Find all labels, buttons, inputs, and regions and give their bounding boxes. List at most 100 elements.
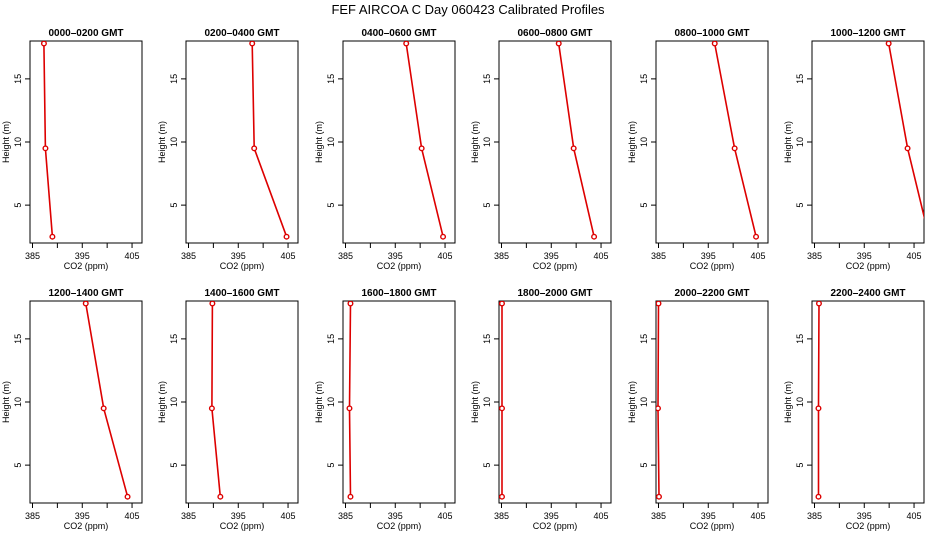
data-point (656, 493, 662, 500)
x-tick-label: 405 (125, 511, 140, 521)
panel-title: 0600–0800 GMT (517, 28, 592, 39)
y-tick-label: 15 (326, 334, 336, 344)
x-tick-label: 405 (907, 251, 922, 261)
series-group (82, 301, 131, 500)
y-tick-label: 5 (795, 463, 805, 468)
data-point (815, 301, 822, 307)
panel-title: 1800–2000 GMT (517, 288, 592, 299)
data-point (209, 301, 216, 307)
series-group (711, 41, 760, 240)
x-tick-label: 405 (438, 251, 453, 261)
y-axis-label: Height (m) (783, 121, 793, 163)
profile-panel: 0800–1000 GMT 385 395 405 CO2 (ppm) 5 10 15 Heig… (627, 28, 769, 271)
x-tick-label: 385 (181, 251, 196, 261)
data-point (347, 301, 354, 307)
panel-title: 1000–1200 GMT (830, 28, 905, 39)
panel-title: 1400–1600 GMT (204, 288, 279, 299)
x-tick-label: 395 (857, 251, 872, 261)
x-axis-label: CO2 (ppm) (220, 261, 265, 271)
data-point (208, 405, 215, 412)
data-point (100, 405, 107, 412)
x-tick-label: 385 (494, 251, 509, 261)
y-tick-label: 5 (13, 463, 23, 468)
y-tick-label: 5 (482, 203, 492, 208)
data-point (82, 301, 89, 307)
x-tick-label: 385 (338, 251, 353, 261)
y-tick-label: 15 (169, 74, 179, 84)
data-point (731, 145, 738, 152)
profile-panel: 0000–0200 GMT 385 395 405 CO2 (ppm) 5 10 15 Heig… (1, 28, 143, 271)
data-point (499, 493, 505, 500)
x-axis-label: CO2 (ppm) (690, 261, 735, 271)
x-tick-label: 395 (75, 511, 90, 521)
y-tick-label: 10 (169, 137, 179, 147)
y-tick-label: 5 (13, 203, 23, 208)
y-tick-label: 5 (795, 203, 805, 208)
data-point (570, 145, 577, 152)
x-axis-label: CO2 (ppm) (377, 261, 422, 271)
x-tick-label: 395 (231, 511, 246, 521)
data-point (251, 145, 258, 152)
data-point (42, 145, 49, 152)
data-point (499, 405, 505, 412)
x-tick-label: 395 (544, 251, 559, 261)
series-group (555, 41, 598, 240)
y-axis-label: Height (m) (627, 121, 637, 163)
panel-title: 2200–2400 GMT (830, 288, 905, 299)
y-tick-label: 5 (639, 463, 649, 468)
data-point (217, 493, 224, 500)
series-group (815, 301, 822, 500)
x-tick-label: 395 (388, 251, 403, 261)
y-axis-label: Height (m) (314, 381, 324, 423)
series-group (885, 41, 924, 220)
x-tick-label: 395 (544, 511, 559, 521)
x-axis-label: CO2 (ppm) (690, 521, 735, 531)
x-tick-label: 395 (857, 511, 872, 521)
x-tick-label: 405 (594, 251, 609, 261)
y-axis-label: Height (m) (470, 121, 480, 163)
y-tick-label: 10 (482, 137, 492, 147)
y-tick-label: 10 (13, 137, 23, 147)
y-tick-label: 10 (795, 397, 805, 407)
panel-title: 2000–2200 GMT (674, 288, 749, 299)
y-tick-label: 15 (639, 334, 649, 344)
x-axis-label: CO2 (ppm) (846, 261, 891, 271)
panel-title: 1600–1800 GMT (361, 288, 436, 299)
x-axis-label: CO2 (ppm) (846, 521, 891, 531)
x-axis-label: CO2 (ppm) (533, 521, 578, 531)
data-point (499, 301, 505, 307)
y-tick-label: 15 (482, 334, 492, 344)
profile-panel: 0600–0800 GMT 385 395 405 CO2 (ppm) 5 10 15 Heig… (470, 28, 612, 271)
panel-title: 0200–0400 GMT (204, 28, 279, 39)
y-tick-label: 15 (639, 74, 649, 84)
panel-title: 0800–1000 GMT (674, 28, 749, 39)
x-tick-label: 395 (701, 511, 716, 521)
profile-panel: 2000–2200 GMT 385 395 405 CO2 (ppm) 5 10 15 Heig… (627, 288, 769, 531)
y-axis-label: Height (m) (157, 381, 167, 423)
x-tick-label: 385 (181, 511, 196, 521)
data-point (40, 41, 47, 47)
x-tick-label: 385 (807, 251, 822, 261)
profile-panel: 1000–1200 GMT 385 395 405 CO2 (ppm) 5 10 15 Heig… (783, 28, 925, 271)
y-tick-label: 15 (795, 74, 805, 84)
x-tick-label: 385 (25, 511, 40, 521)
y-axis-label: Height (m) (1, 381, 11, 423)
data-point (124, 493, 131, 500)
x-axis-label: CO2 (ppm) (64, 521, 109, 531)
x-tick-label: 405 (751, 511, 766, 521)
y-tick-label: 10 (482, 397, 492, 407)
y-axis-label: Height (m) (783, 381, 793, 423)
data-point (591, 233, 598, 240)
y-tick-label: 10 (326, 137, 336, 147)
profile-panel: 1200–1400 GMT 385 395 405 CO2 (ppm) 5 10 15 Heig… (1, 288, 143, 531)
panel-title: 0400–0600 GMT (361, 28, 436, 39)
profile-line (817, 303, 820, 497)
figure-title: FEF AIRCOA C Day 060423 Calibrated Profi… (331, 2, 605, 17)
y-tick-label: 15 (326, 74, 336, 84)
x-tick-label: 395 (701, 251, 716, 261)
y-tick-label: 10 (795, 137, 805, 147)
x-tick-label: 395 (388, 511, 403, 521)
y-tick-label: 15 (795, 334, 805, 344)
data-point (753, 233, 760, 240)
